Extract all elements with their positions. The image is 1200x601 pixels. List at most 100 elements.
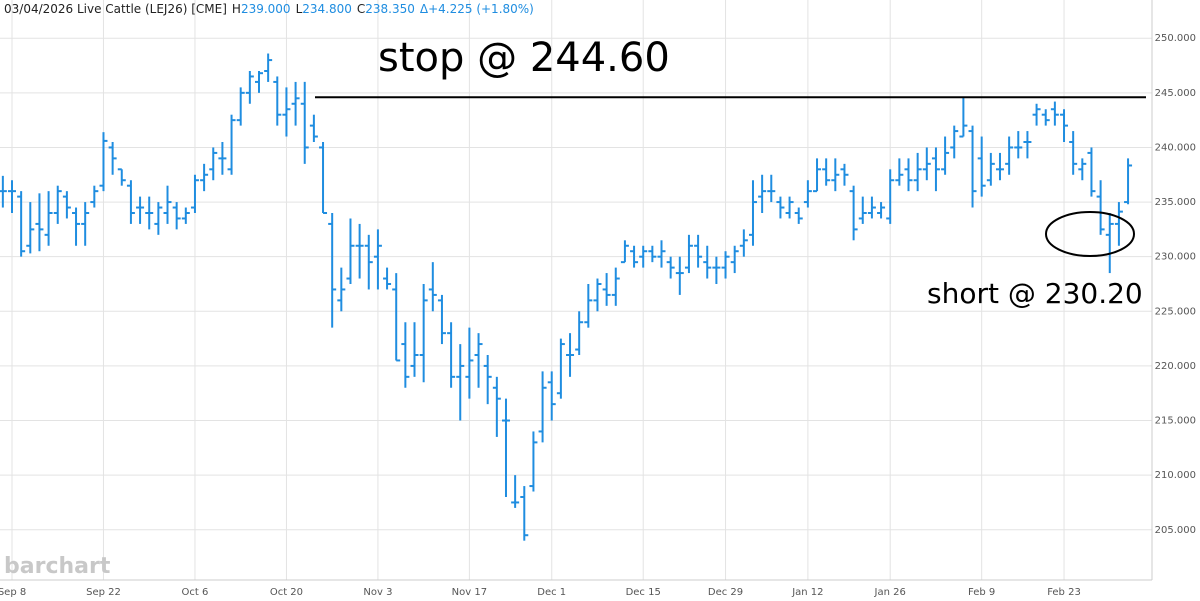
ohlc-bar [419, 283, 428, 383]
circle-annotation [1045, 211, 1135, 257]
ohlc-bar [538, 371, 547, 443]
x-tick-label: Nov 17 [452, 587, 487, 598]
ohlc-bar [968, 125, 977, 208]
y-tick-label: 210.000 [1155, 470, 1196, 481]
header-value: 238.350 [365, 2, 415, 16]
ohlc-bar [941, 136, 950, 175]
ohlc-bar [126, 180, 135, 224]
x-tick-label: Oct 20 [270, 587, 303, 598]
ohlc-bar [1005, 136, 1014, 175]
ohlc-bar [730, 245, 739, 274]
ohlc-bar [355, 223, 364, 279]
bars [0, 53, 1133, 541]
ohlc-bar [264, 53, 273, 82]
x-tick-label: Oct 6 [182, 587, 209, 598]
ohlc-bar [547, 371, 556, 421]
ohlc-bar [831, 158, 840, 192]
ohlc-bar [1124, 158, 1133, 205]
x-tick-label: Dec 29 [708, 587, 743, 598]
ohlc-bar [803, 180, 812, 208]
ohlc-bar [501, 398, 510, 497]
ohlc-bar [337, 267, 346, 312]
y-tick-label: 220.000 [1155, 361, 1196, 372]
x-tick-label: Jan 26 [874, 587, 906, 598]
ohlc-bar [648, 245, 657, 263]
ohlc-bar [0, 175, 7, 208]
y-tick-label: 250.000 [1155, 33, 1196, 44]
header: 03/04/2026 Live Cattle (LEJ26) [CME] H239… [4, 2, 534, 16]
ohlc-bar [26, 202, 35, 254]
ohlc-bar [922, 147, 931, 181]
ohlc-bar [666, 256, 675, 279]
ohlc-bar [748, 180, 757, 246]
ohlc-bar [17, 191, 26, 257]
ohlc-bar [181, 207, 190, 224]
ohlc-bar [556, 338, 565, 399]
ohlc-bar [950, 125, 959, 159]
ohlc-bar [886, 169, 895, 224]
ohlc-bar [291, 81, 300, 126]
ohlc-bar [99, 132, 108, 192]
ohlc-bar [620, 240, 629, 264]
ohlc-bar [602, 273, 611, 306]
ohlc-bar [172, 202, 181, 230]
ohlc-bar [163, 185, 172, 224]
ohlc-bar [1060, 109, 1069, 142]
ohlc-bar [1069, 131, 1078, 175]
ohlc-bar [428, 262, 437, 312]
ohlc-bar [1014, 131, 1023, 159]
ohlc-bar [511, 475, 520, 508]
ohlc-bar [227, 114, 236, 175]
ohlc-bar [1096, 180, 1105, 235]
ohlc-bar [639, 245, 648, 268]
ohlc-bar [236, 87, 245, 126]
ohlc-bar [53, 185, 62, 224]
ohlc-bar [209, 147, 218, 181]
ohlc-bar [1078, 158, 1087, 181]
ohlc-bar [758, 174, 767, 213]
x-tick-label: Dec 15 [626, 587, 661, 598]
y-tick-label: 205.000 [1155, 525, 1196, 536]
grid [0, 0, 1152, 580]
ohlc-bar [986, 152, 995, 186]
ohlc-bar [721, 251, 730, 279]
ohlc-bar [136, 196, 145, 224]
ohlc-bar [566, 333, 575, 377]
ohlc-bar [575, 311, 584, 355]
ohlc-bar [785, 196, 794, 219]
ohlc-bar [977, 136, 986, 197]
stop-annotation: stop @ 244.60 [378, 35, 670, 81]
ohlc-bar [712, 256, 721, 284]
ohlc-bar [383, 267, 392, 290]
ohlc-bar [200, 163, 209, 192]
ohlc-bar [364, 234, 373, 290]
ohlc-bar [437, 294, 446, 345]
ohlc-bar [684, 234, 693, 274]
header-value: 239.000 [241, 2, 291, 16]
ohlc-bar [959, 97, 968, 138]
ohlc-bar [1050, 101, 1059, 126]
ohlc-bar [145, 196, 154, 230]
watermark: barchart [4, 554, 111, 579]
ohlc-bar [867, 196, 876, 219]
ohlc-bar [72, 207, 81, 246]
short-annotation: short @ 230.20 [927, 277, 1143, 310]
ohlc-bar [1105, 212, 1114, 274]
ohlc-bar [346, 218, 355, 284]
y-tick-label: 240.000 [1155, 142, 1196, 153]
ohlc-bar [44, 191, 53, 246]
ohlc-bar [1114, 202, 1123, 246]
ohlc-bar [190, 174, 199, 213]
ohlc-bar [392, 273, 401, 362]
ohlc-bar [593, 278, 602, 312]
ohlc-bar [520, 486, 529, 541]
ohlc-bar [813, 158, 822, 193]
ohlc-bar [154, 202, 163, 235]
ohlc-bar [995, 152, 1004, 181]
y-tick-label: 245.000 [1155, 88, 1196, 99]
ohlc-bar [108, 141, 117, 175]
header-change: Δ+4.225 (+1.80%) [420, 2, 534, 16]
ohlc-bar [90, 185, 99, 208]
